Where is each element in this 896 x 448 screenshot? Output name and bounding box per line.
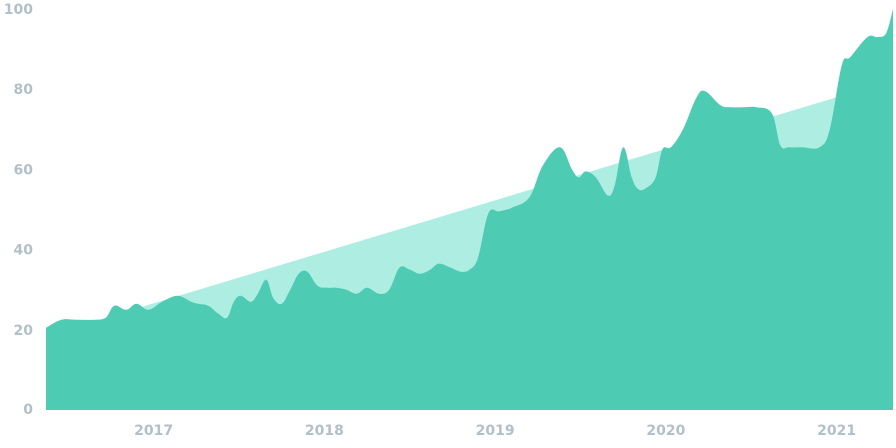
x-tick-label: 2018 [305, 423, 344, 439]
y-tick-label: 100 [4, 2, 33, 18]
chart-areas [46, 9, 893, 410]
y-tick-label: 40 [14, 243, 34, 259]
x-tick-label: 2021 [817, 423, 856, 439]
y-tick-label: 20 [14, 323, 34, 339]
y-tick-label: 0 [23, 402, 33, 418]
y-axis-ticks: 0 20 40 60 80 100 [4, 2, 33, 418]
y-tick-label: 80 [14, 82, 34, 98]
y-tick-label: 60 [14, 162, 34, 178]
x-tick-label: 2019 [476, 423, 515, 439]
main-area [46, 9, 893, 410]
x-tick-label: 2020 [646, 423, 685, 439]
x-axis-ticks: 2017 2018 2019 2020 2021 [134, 423, 856, 439]
x-tick-label: 2017 [134, 423, 173, 439]
